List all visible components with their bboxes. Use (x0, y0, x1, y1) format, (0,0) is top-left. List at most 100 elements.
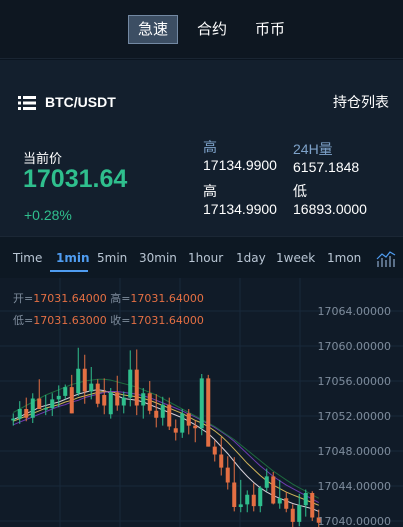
stat-24h-volume: 24H量 6157.1848 (293, 140, 359, 176)
candle-body (167, 404, 172, 427)
candle-body (251, 494, 256, 507)
stat-24h-volume-value: 6157.1848 (293, 159, 360, 175)
high-value: 17031.64000 (130, 292, 204, 305)
interval-5min[interactable]: 5min (97, 251, 128, 265)
y-tick-label: 17060.00000 (318, 340, 391, 353)
candle-body (297, 505, 302, 522)
candle-body (147, 393, 152, 411)
candle-body (290, 508, 295, 522)
active-interval-underline (50, 270, 88, 272)
candle-body (271, 476, 276, 504)
candle-body (121, 397, 126, 406)
interval-1week[interactable]: 1week (276, 251, 316, 265)
candle-body (11, 418, 16, 421)
candle-body (258, 487, 263, 507)
candle-body (284, 498, 289, 509)
list-icon[interactable] (18, 95, 36, 110)
candle-body (180, 413, 185, 433)
candle-body (108, 392, 113, 415)
candle-body (277, 498, 282, 504)
close-label: 收= (110, 314, 131, 327)
candle-body (245, 494, 250, 505)
stat-24h-volume-label: 24H量 (293, 141, 333, 157)
candle-body (238, 504, 243, 507)
open-label: 开= (13, 292, 34, 305)
y-tick-label: 17056.00000 (318, 375, 391, 388)
current-price: 17031.64 (23, 165, 128, 193)
close-value: 17031.64000 (130, 314, 204, 327)
chart-canvas[interactable]: 17064.00000 17060.00000 17056.00000 17052.0… (0, 278, 403, 527)
interval-time[interactable]: Time (13, 251, 43, 265)
candle-body (89, 383, 94, 392)
symbol-name: BTC/USDT (45, 94, 116, 110)
tab-contract[interactable]: 合约 (197, 20, 228, 38)
candle-body (219, 454, 224, 468)
y-tick-label: 17048.00000 (318, 445, 391, 458)
y-tick-label: 17044.00000 (318, 480, 391, 493)
stat-high-value: 17134.9900 (203, 157, 277, 173)
stat-low-label: 低 (293, 183, 307, 199)
ohlc-line-2: 低=17031.63000 收=17031.64000 (13, 312, 204, 328)
candle-body (316, 517, 321, 523)
moving-average-line (13, 391, 319, 504)
candle-body (17, 409, 22, 419)
symbol-row: BTC/USDT 持仓列表 (18, 93, 389, 111)
candle-body (186, 413, 191, 426)
candle-body (212, 446, 217, 455)
candle-body (115, 392, 120, 406)
interval-1min[interactable]: 1min (56, 251, 90, 265)
stat-high-label: 高 (203, 139, 217, 155)
candle-body (310, 493, 315, 518)
symbol-selector[interactable]: BTC/USDT (18, 94, 116, 110)
interval-1hour[interactable]: 1hour (188, 251, 224, 265)
candle-body (95, 383, 100, 404)
ticker-header: BTC/USDT 持仓列表 当前价 17031.64 +0.28% 高 1713… (0, 60, 403, 236)
candle-body (160, 404, 165, 418)
candle-body (193, 425, 198, 429)
ohlc-line-1: 开=17031.64000 高=17031.64000 (13, 290, 204, 306)
moving-average-line (13, 389, 319, 512)
candle-body (232, 482, 237, 507)
high-label: 高= (110, 292, 131, 305)
candle-body (102, 395, 107, 406)
candlestick-chart[interactable]: 17064.00000 17060.00000 17056.00000 17052.0… (0, 278, 403, 527)
candle-body (63, 387, 68, 396)
y-tick-label: 17040.00000 (318, 515, 391, 527)
stat-high: 高 17134.9900 (203, 138, 277, 174)
interval-1day[interactable]: 1day (236, 251, 266, 265)
stat-high-2-value: 17134.9900 (203, 201, 277, 217)
low-label: 低= (13, 314, 34, 327)
candle-body (173, 428, 178, 433)
stat-low-value: 16893.0000 (293, 201, 367, 217)
candle-body (264, 476, 269, 488)
candle-body (134, 369, 139, 406)
candle-body (43, 408, 48, 410)
interval-30min[interactable]: 30min (139, 251, 177, 265)
candle-body (69, 387, 74, 414)
indicator-chart-icon[interactable] (376, 251, 396, 267)
candle-body (50, 399, 55, 409)
mode-tabs: 急速 合约 币币 (128, 15, 304, 44)
candle-body (206, 378, 211, 447)
tab-spot[interactable]: 币币 (255, 20, 286, 38)
y-tick-label: 17064.00000 (318, 305, 391, 318)
open-value: 17031.64000 (33, 292, 107, 305)
candle-body (141, 393, 146, 406)
current-price-label: 当前价 (23, 152, 63, 167)
candle-body (30, 398, 35, 418)
stat-high-2: 高 17134.9900 (203, 182, 277, 218)
candle-body (56, 395, 61, 400)
candle-body (128, 369, 133, 398)
candle-body (76, 368, 81, 394)
mode-tab-bar: 急速 合约 币币 (0, 0, 403, 59)
low-value: 17031.63000 (33, 314, 107, 327)
candle-body (199, 378, 204, 429)
y-tick-label: 17052.00000 (318, 410, 391, 423)
positions-list-link[interactable]: 持仓列表 (333, 95, 389, 111)
tab-fast[interactable]: 急速 (128, 15, 179, 44)
candle-body (225, 467, 230, 483)
stat-high-2-label: 高 (203, 183, 217, 199)
interval-1mon[interactable]: 1mon (327, 251, 362, 265)
candle-body (303, 493, 308, 506)
candle-body (154, 410, 159, 418)
